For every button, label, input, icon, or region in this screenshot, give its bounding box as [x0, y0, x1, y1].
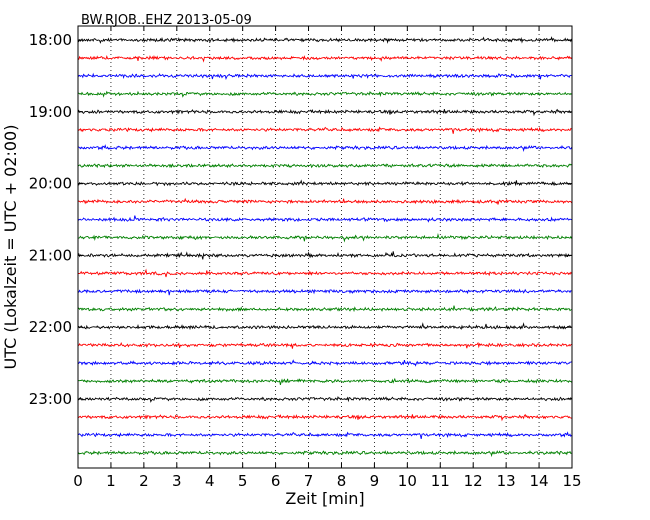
y-tick-label: 20:00: [29, 175, 72, 193]
x-tick-label: 6: [271, 472, 281, 490]
y-tick-label: 21:00: [29, 246, 72, 264]
trace-21:30: [77, 288, 572, 296]
plot-frame: [77, 25, 573, 469]
trace-18:45: [77, 90, 572, 98]
trace-22:45: [77, 377, 572, 385]
trace-22:15: [77, 341, 572, 349]
trace-21:15: [77, 268, 572, 278]
trace-19:15: [77, 126, 572, 134]
x-tick-label: 3: [172, 472, 182, 490]
x-tick-label: 12: [464, 472, 483, 490]
trace-23:15: [77, 413, 572, 422]
y-tick-label: 22:00: [29, 318, 72, 336]
trace-20:15: [77, 197, 572, 205]
trace-19:45: [77, 163, 572, 169]
trace-21:45: [77, 305, 572, 313]
trace-20:00: [77, 179, 572, 187]
x-tick-label: 4: [205, 472, 215, 490]
vertical-grid: [110, 26, 540, 468]
x-tick-label: 11: [431, 472, 450, 490]
trace-23:00: [77, 396, 572, 403]
x-tick-label: 9: [370, 472, 380, 490]
trace-23:30: [77, 431, 572, 440]
trace-20:45: [77, 232, 573, 243]
x-tick-label: 0: [73, 472, 83, 490]
trace-21:00: [77, 251, 572, 260]
axis-ticks: 0 1 2 3 4 5 6 7 8 9 10 11 12 13 14 1518:0019:0020:0021:…: [29, 26, 582, 490]
x-tick-label: 5: [238, 472, 248, 490]
x-tick-label: 14: [530, 472, 549, 490]
x-tick-label: 15: [562, 472, 581, 490]
y-tick-label: 18:00: [29, 31, 72, 49]
chart-title: BW.RJOB..EHZ 2013-05-09: [81, 13, 252, 28]
trace-20:30: [77, 215, 572, 223]
trace-18:30: [77, 72, 572, 81]
seismogram-traces: [77, 36, 573, 458]
x-tick-label: 8: [337, 472, 347, 490]
x-tick-label: 13: [497, 472, 516, 490]
y-axis-label: UTC (Lokalzeit = UTC + 02:00): [1, 125, 20, 370]
trace-22:30: [77, 359, 572, 367]
y-tick-label: 23:00: [29, 390, 72, 408]
trace-18:15: [77, 55, 572, 63]
trace-22:00: [77, 322, 572, 331]
trace-19:00: [77, 108, 572, 117]
trace-18:00: [77, 36, 573, 44]
x-tick-label: 2: [139, 472, 149, 490]
x-axis-label: Zeit [min]: [285, 489, 364, 508]
x-tick-label: 1: [106, 472, 116, 490]
trace-19:30: [77, 144, 573, 153]
x-tick-label: 10: [398, 472, 417, 490]
y-tick-label: 19:00: [29, 103, 72, 121]
x-tick-label: 7: [304, 472, 314, 490]
trace-23:45: [77, 450, 572, 458]
